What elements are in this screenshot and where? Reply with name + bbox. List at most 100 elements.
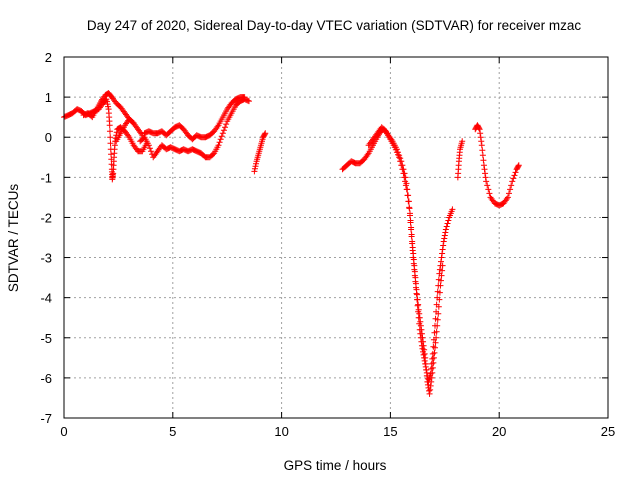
data-point — [222, 124, 229, 131]
data-point — [444, 220, 451, 227]
data-point — [398, 162, 405, 169]
y-tick-label: -1 — [40, 170, 52, 185]
data-point — [245, 98, 252, 105]
data-point — [407, 217, 414, 224]
data-point — [479, 152, 486, 159]
data-point — [146, 145, 153, 152]
data-point — [413, 286, 420, 293]
data-point — [106, 122, 113, 129]
data-point — [508, 182, 515, 189]
data-point — [261, 131, 268, 138]
data-point — [459, 138, 466, 145]
data-point — [478, 142, 485, 149]
data-point — [406, 210, 413, 217]
data-point — [397, 158, 404, 165]
data-point — [113, 129, 120, 136]
data-point — [432, 344, 439, 351]
data-point — [439, 267, 446, 274]
data-point — [435, 310, 442, 317]
data-point — [405, 198, 412, 205]
x-tick-label: 20 — [492, 424, 506, 439]
data-point — [415, 301, 422, 308]
data-point — [427, 382, 434, 389]
data-point — [482, 170, 489, 177]
data-point — [480, 157, 487, 164]
data-point — [437, 282, 444, 289]
data-point — [478, 138, 485, 145]
data-point — [220, 127, 227, 134]
data-point — [406, 204, 413, 211]
data-point — [439, 250, 446, 257]
data-point — [441, 235, 448, 242]
data-point — [485, 186, 492, 193]
x-tick-label: 10 — [274, 424, 288, 439]
data-point — [408, 224, 415, 231]
data-point — [477, 134, 484, 141]
data-point — [429, 364, 436, 371]
data-point — [105, 103, 112, 110]
data-point — [408, 231, 415, 238]
data-point — [507, 186, 514, 193]
data-point — [409, 244, 416, 251]
data-point — [428, 378, 435, 385]
data-point — [437, 277, 444, 284]
data-point — [251, 165, 258, 172]
data-point — [217, 136, 224, 143]
plot-frame — [63, 56, 609, 419]
data-point — [107, 140, 114, 147]
data-point — [262, 130, 269, 137]
data-point — [402, 182, 409, 189]
data-point — [414, 302, 421, 309]
y-tick-label: 1 — [45, 90, 52, 105]
data-point — [426, 387, 433, 394]
data-point — [504, 194, 511, 201]
data-point — [436, 289, 443, 296]
data-point — [430, 359, 437, 366]
data-point — [402, 178, 409, 185]
data-point — [219, 130, 226, 137]
data-point — [409, 238, 416, 245]
data-point — [106, 128, 113, 135]
x-tick-label: 25 — [601, 424, 615, 439]
chart-title: Day 247 of 2020, Sidereal Day-to-day VTE… — [87, 18, 581, 33]
data-point — [410, 250, 417, 257]
data-point — [443, 223, 450, 230]
data-point — [421, 350, 428, 357]
x-tick-label: 5 — [169, 424, 176, 439]
x-tick-label: 0 — [60, 424, 67, 439]
data-point — [512, 169, 519, 176]
data-point — [215, 142, 222, 149]
y-tick-label: -4 — [40, 291, 52, 306]
data-point — [145, 142, 152, 149]
data-point — [391, 144, 398, 151]
data-point — [449, 206, 456, 213]
data-point — [482, 174, 489, 181]
data-point — [381, 127, 388, 134]
data-point — [420, 338, 427, 345]
data-point — [416, 314, 423, 321]
data-point — [486, 190, 493, 197]
data-point — [441, 232, 448, 239]
data-point — [216, 139, 223, 146]
y-tick-label: -7 — [40, 411, 52, 426]
data-point — [476, 126, 483, 133]
x-axis-label: GPS time / hours — [284, 458, 387, 473]
data-point — [108, 151, 115, 158]
data-point — [481, 166, 488, 173]
data-point — [392, 146, 399, 153]
data-point — [412, 274, 419, 281]
y-tick-label: -3 — [40, 251, 52, 266]
data-point — [476, 125, 483, 132]
y-axis-label: SDTVAR / TECUs — [6, 184, 21, 293]
data-point — [417, 318, 424, 325]
data-point — [411, 262, 418, 269]
data-point — [416, 310, 423, 317]
data-point — [510, 175, 517, 182]
data-point — [422, 354, 429, 361]
data-point — [251, 168, 258, 175]
data-point — [419, 334, 426, 341]
data-point — [437, 258, 444, 265]
data-point — [412, 280, 419, 287]
data-point — [477, 130, 484, 137]
